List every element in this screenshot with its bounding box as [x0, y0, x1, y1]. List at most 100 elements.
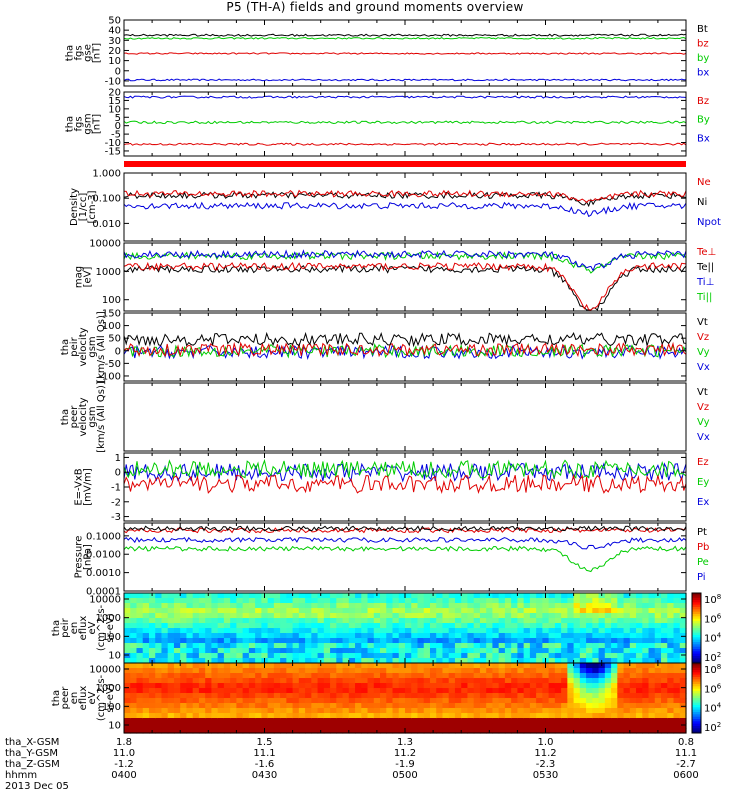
spectrogram-cell: [392, 648, 400, 654]
spectrogram-cell: [467, 653, 475, 659]
spectrogram-cell: [542, 683, 550, 689]
spectrogram-cell: [642, 673, 650, 679]
spectrogram-cell: [142, 643, 150, 649]
spectrogram-cell: [679, 643, 687, 649]
spectrogram-cell: [486, 698, 494, 704]
spectrogram-cell: [155, 643, 163, 649]
colorbar-segment: [692, 646, 701, 650]
spectrogram-cell: [442, 648, 450, 654]
spectrogram-cell: [398, 718, 406, 724]
spectrogram-cell: [136, 683, 144, 689]
spectrogram-cell: [273, 658, 281, 664]
spectrogram-cell: [467, 628, 475, 634]
spectrogram-cell: [642, 593, 650, 599]
spectrogram-cell: [542, 623, 550, 629]
spectrogram-cell: [198, 693, 206, 699]
spectrogram-cell: [648, 708, 656, 714]
x-tick-value: 0400: [111, 770, 136, 781]
spectrogram-cell: [486, 683, 494, 689]
y-axis-label-line: E=-VxB: [74, 468, 85, 505]
spectrogram-cell: [567, 703, 575, 709]
spectrogram-cell: [611, 653, 618, 659]
spectrogram-cell: [411, 723, 419, 729]
spectrogram-cell: [323, 613, 331, 619]
spectrogram-cell: [654, 633, 662, 639]
spectrogram-cell: [611, 703, 618, 709]
spectrogram-cell: [167, 703, 175, 709]
spectrogram-cell: [173, 673, 181, 679]
spectrogram-cell: [467, 658, 475, 664]
spectrogram-cell: [298, 658, 306, 664]
spectrogram-cell: [255, 668, 262, 674]
spectrogram-cell: [373, 598, 381, 604]
spectrogram-cell: [342, 673, 350, 679]
spectrogram-cell: [642, 708, 650, 714]
spectrogram-cell: [286, 623, 294, 629]
spectrogram-cell: [667, 648, 675, 654]
y-axis-label-line: gsm: [83, 113, 94, 134]
spectrogram-cell: [298, 673, 306, 679]
spectrogram-cell: [323, 628, 331, 634]
spectrogram-cell: [186, 598, 194, 604]
spectrogram-cell: [130, 693, 138, 699]
spectrogram-cell: [498, 633, 506, 639]
y-tick-label: 1: [115, 453, 121, 464]
spectrogram-cell: [130, 613, 138, 619]
spectrogram-cell: [148, 633, 156, 639]
colorbar-segment: [692, 698, 701, 701]
spectrogram-cell: [536, 663, 543, 669]
spectrogram-cell: [473, 628, 481, 634]
spectrogram-cell: [305, 728, 312, 734]
spectrogram-cell: [504, 593, 512, 599]
spectrogram-cell: [598, 623, 606, 629]
y-tick-label: 20: [108, 46, 121, 57]
spectrogram-cell: [567, 593, 575, 599]
spectrogram-cell: [236, 678, 244, 684]
spectrogram-cell: [148, 603, 156, 609]
spectrogram-cell: [611, 688, 618, 694]
colorbar-segment: [692, 688, 701, 692]
spectrogram-cell: [417, 643, 425, 649]
spectrogram-cell: [473, 638, 481, 644]
spectrogram-cell: [323, 673, 331, 679]
spectrogram-cell: [411, 633, 419, 639]
spectrogram-cell: [554, 683, 562, 689]
spectrogram-cell: [436, 658, 444, 664]
spectrogram-cell: [623, 643, 631, 649]
spectrogram-cell: [148, 683, 156, 689]
spectrogram-cell: [230, 728, 237, 734]
spectrogram-cell: [511, 618, 518, 624]
spectrogram-cell: [130, 653, 138, 659]
spectrogram-cell: [392, 718, 400, 724]
spectrogram-cell: [336, 703, 344, 709]
spectrogram-cell: [161, 693, 169, 699]
spectrogram-cell: [592, 713, 600, 719]
spectrogram-cell: [248, 648, 256, 654]
spectrogram-cell: [180, 643, 188, 649]
spectrogram-cell: [373, 613, 381, 619]
spectrogram-cell: [486, 613, 494, 619]
y-tick-label: 0.0100: [86, 550, 121, 561]
spectrogram-cell: [448, 713, 456, 719]
spectrogram-cell: [448, 668, 456, 674]
spectrogram-cell: [180, 648, 188, 654]
y-axis-label-line: fgs: [74, 45, 85, 60]
spectrogram-cell: [286, 718, 294, 724]
spectrogram-cell: [386, 658, 394, 664]
spectrogram-cell: [155, 598, 163, 604]
spectrogram-cell: [661, 723, 668, 729]
spectrogram-cell: [280, 623, 287, 629]
spectrogram-cell: [217, 613, 225, 619]
spectrogram-cell: [186, 608, 194, 614]
spectrogram-cell: [298, 603, 306, 609]
spectrogram-cell: [180, 623, 188, 629]
spectrogram-cell: [473, 653, 481, 659]
spectrogram-cell: [442, 678, 450, 684]
spectrogram-cell: [255, 723, 262, 729]
spectrogram-cell: [211, 673, 219, 679]
spectrogram-cell: [654, 703, 662, 709]
spectrogram-cell: [286, 728, 294, 734]
spectrogram-cell: [173, 658, 181, 664]
spectrogram-cell: [536, 633, 543, 639]
spectrogram-cell: [436, 693, 444, 699]
